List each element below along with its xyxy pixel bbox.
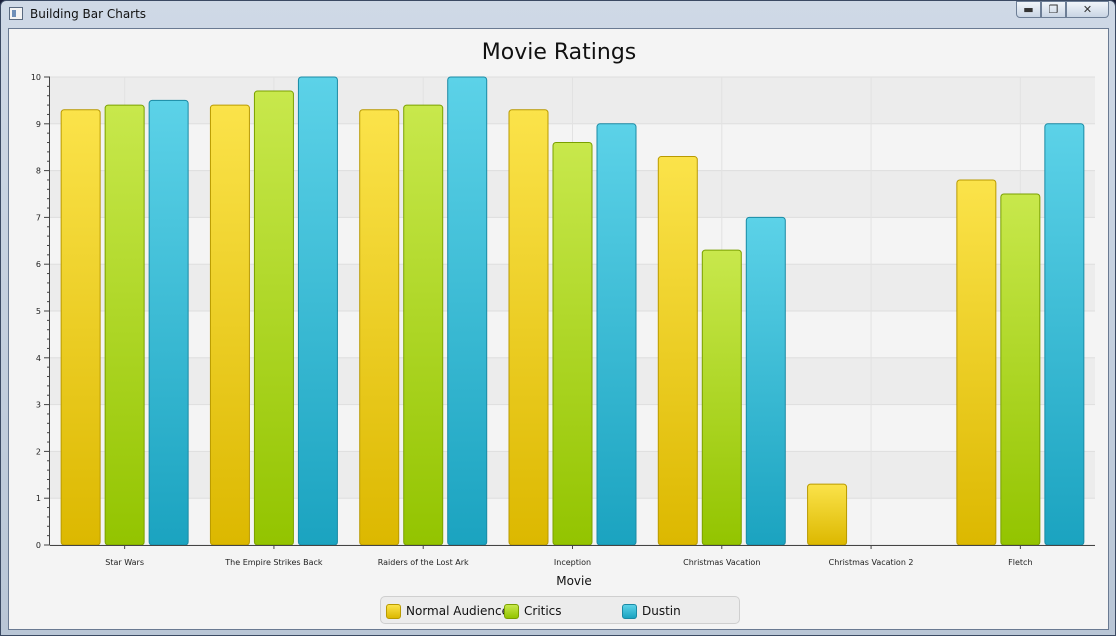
x-tick-label: Raiders of the Lost Ark (378, 558, 469, 567)
window-title: Building Bar Charts (30, 7, 147, 21)
legend-item-normal-audience[interactable]: Normal Audience (386, 601, 509, 621)
y-tick-label: 9 (36, 120, 41, 129)
bar (701, 249, 742, 546)
legend-swatch (504, 603, 519, 619)
y-tick-label: 6 (36, 260, 41, 269)
bar (297, 76, 338, 546)
legend-label: Critics (524, 604, 562, 618)
restore-icon: ❐ (1048, 3, 1059, 16)
legend-item-critics[interactable]: Critics (504, 601, 562, 621)
bar-chart: Movie Ratings 0 1 2 3 4 5 6 7 8 9 10 Star Wars The … (31, 40, 1095, 588)
close-button[interactable]: ✕ (1066, 1, 1109, 18)
legend-label: Dustin (642, 604, 681, 618)
y-tick-label: 1 (36, 494, 41, 503)
chart-panel: Movie Ratings 0 1 2 3 4 5 6 7 8 9 10 Star Wars The … (8, 28, 1109, 630)
legend: Normal Audience Critics Dustin (380, 596, 740, 624)
window-controls: ▬ ❐ ✕ (1016, 1, 1109, 19)
x-tick-label: Inception (554, 558, 591, 567)
y-tick-label: 5 (36, 307, 41, 316)
bar (807, 483, 848, 546)
bar (508, 109, 549, 546)
bar (552, 142, 593, 546)
x-tick-label: Christmas Vacation (683, 558, 760, 567)
bar (745, 216, 786, 546)
y-tick-label: 10 (31, 73, 41, 82)
bar (104, 104, 145, 546)
legend-swatch (622, 603, 637, 619)
minimize-icon: ▬ (1023, 3, 1034, 16)
x-tick-label: Christmas Vacation 2 (829, 558, 914, 567)
app-icon[interactable] (9, 7, 23, 20)
x-tick-label: The Empire Strikes Back (224, 558, 323, 567)
maximize-button[interactable]: ❐ (1041, 1, 1066, 18)
bar (60, 109, 101, 546)
bar (447, 76, 488, 546)
bar (359, 109, 400, 546)
chart-title: Movie Ratings (482, 40, 637, 65)
y-tick-label: 8 (36, 167, 41, 176)
bar (403, 104, 444, 546)
legend-swatch (386, 603, 401, 619)
y-tick-label: 3 (36, 401, 41, 410)
x-axis-label: Movie (556, 574, 592, 588)
legend-label: Normal Audience (406, 604, 509, 618)
bar (209, 104, 250, 546)
close-icon: ✕ (1082, 3, 1093, 16)
y-tick-label: 2 (36, 447, 41, 456)
x-tick-label: Fletch (1008, 558, 1032, 567)
y-tick-label: 7 (36, 213, 41, 222)
bar (1044, 123, 1085, 546)
y-tick-label: 4 (36, 354, 41, 363)
bar (148, 99, 189, 546)
title-bar[interactable]: Building Bar Charts ▬ ❐ ✕ (1, 1, 1115, 27)
minimize-button[interactable]: ▬ (1016, 1, 1041, 18)
bar (596, 123, 637, 546)
bar (253, 90, 294, 546)
legend-item-dustin[interactable]: Dustin (622, 601, 681, 621)
bar (657, 156, 698, 546)
x-tick-label: Star Wars (105, 558, 144, 567)
y-tick-label: 0 (36, 541, 41, 550)
bar (956, 179, 997, 546)
bar (1000, 193, 1041, 546)
